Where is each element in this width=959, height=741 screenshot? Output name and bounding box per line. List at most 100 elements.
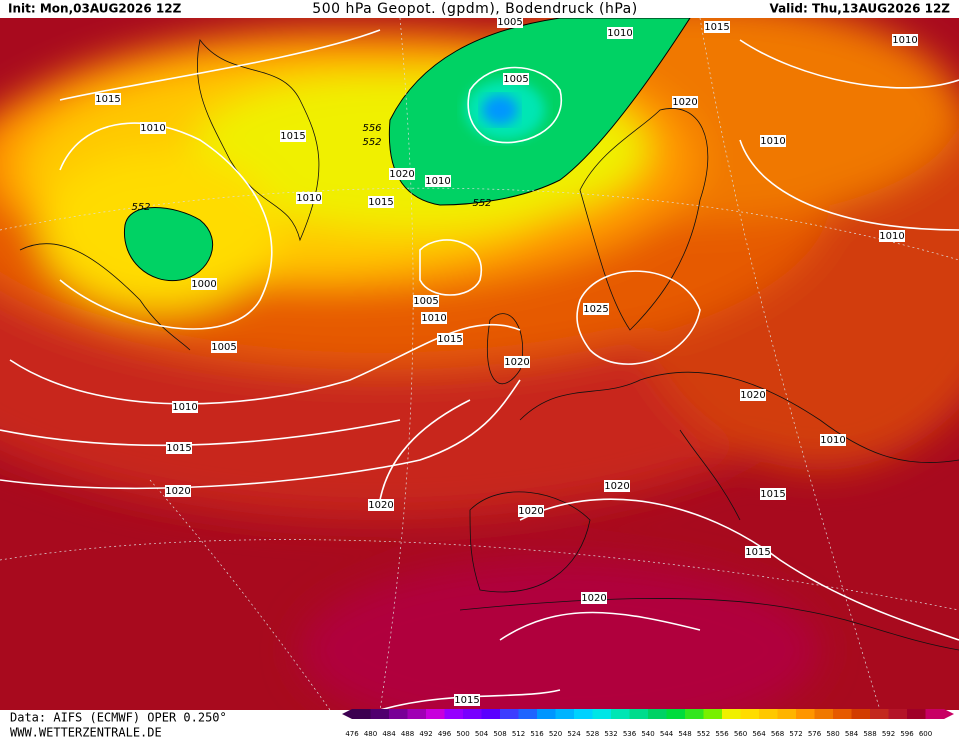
isobar-label-box [581, 592, 607, 604]
isobar-label: 1015 [95, 94, 120, 105]
colorbar-label: 480 [364, 730, 377, 738]
isobar-label: 1010 [879, 231, 904, 242]
isobars [0, 29, 959, 710]
colorbar-label: 484 [382, 730, 396, 738]
coastlines [19, 39, 959, 651]
colorbar-label: 592 [882, 730, 895, 738]
geopotential-label: 552 [362, 137, 381, 148]
isobar-label: 1020 [740, 390, 765, 401]
isobar-label: 1015 [704, 22, 729, 33]
colorbar-swatch [370, 709, 390, 719]
isobar-label-box [892, 34, 918, 46]
colorbar-swatch [814, 709, 834, 719]
isobar-label-box [497, 16, 523, 28]
colorbar-label: 492 [419, 730, 432, 738]
isobar-label-box [607, 27, 633, 39]
colorbar-swatch [870, 709, 889, 719]
colorbar-swatch [463, 709, 482, 719]
isobar-label-box [389, 168, 415, 180]
isobar-label: 1015 [280, 131, 305, 142]
colorbar-swatch [648, 709, 667, 719]
isobar-label-box [740, 389, 766, 401]
geopotential-label: 556 [362, 123, 381, 134]
colorbar-label: 544 [660, 730, 674, 738]
colorbar-swatch [888, 709, 908, 719]
colorbar-swatch [703, 709, 723, 719]
header-bar [0, 0, 959, 18]
colorbar-swatch [685, 709, 704, 719]
isobar-label: 1025 [583, 304, 608, 315]
colorbar-swatch [592, 709, 612, 719]
isobar-label: 1015 [454, 695, 479, 706]
colorbar-label: 556 [715, 730, 729, 738]
isobar-label: 1020 [518, 506, 543, 517]
colorbar-swatch [444, 709, 464, 719]
colorbar-label: 584 [845, 730, 859, 738]
colorbar-swatch [777, 709, 797, 719]
isobar-label-box [421, 312, 447, 324]
isobar-label-box [165, 485, 191, 497]
isobar-label-box [504, 356, 530, 368]
isobar-label-box [672, 96, 698, 108]
colorbar-swatch [481, 709, 501, 719]
colorbar-swatch [352, 709, 371, 719]
isobar-label-box [760, 135, 786, 147]
colorbar-label: 580 [826, 730, 839, 738]
isobar-label: 1015 [437, 334, 462, 345]
isobar-label-box [172, 401, 198, 413]
colorbar-label: 576 [808, 730, 822, 738]
colorbar-label: 516 [530, 730, 544, 738]
isobar-label: 1005 [503, 74, 528, 85]
colorbar-swatch [907, 709, 926, 719]
colorbar-swatch [851, 709, 871, 719]
colorbar-label: 512 [512, 730, 525, 738]
isobar-label: 1005 [497, 17, 522, 28]
colorbar-swatch [389, 709, 408, 719]
isobar-label: 1020 [672, 97, 697, 108]
map-title: 500 hPa Geopot. (gpdm), Bodendruck (hPa) [312, 1, 637, 17]
colorbar-swatch [574, 709, 593, 719]
isobar-label-box [413, 295, 439, 307]
isobar-label-box [368, 196, 394, 208]
colorbar-swatch [518, 709, 538, 719]
contour-labels: 1005 1010 1015 1010 1015 1010 1005 1020 1015 1010… [95, 16, 918, 706]
isobar-label: 1020 [368, 500, 393, 511]
colorbar-label: 540 [641, 730, 654, 738]
isobar-label: 1010 [892, 35, 917, 46]
init-time: Init: Mon,03AUG2026 12Z [8, 2, 182, 16]
colorbar-swatch [500, 709, 519, 719]
colorbar-label: 600 [919, 730, 932, 738]
isobar-label-box [760, 488, 786, 500]
isobar-label-box [191, 278, 217, 290]
isobar-label-box [368, 499, 394, 511]
isobar-label: 1010 [760, 136, 785, 147]
isobar-label: 1005 [211, 342, 236, 353]
isobar-label: 1020 [581, 593, 606, 604]
valid-time: Valid: Thu,13AUG2026 12Z [769, 2, 950, 16]
colorbar-swatch [555, 709, 575, 719]
isobar-label-box [211, 341, 237, 353]
isobar-label-box [425, 175, 451, 187]
colorbar-swatch [666, 709, 686, 719]
colorbar-label: 476 [345, 730, 359, 738]
colorbar-label: 568 [771, 730, 784, 738]
colorbar-swatch [407, 709, 427, 719]
isobar-label-box [583, 303, 609, 315]
colorbar-swatch [629, 709, 649, 719]
isobar-label: 1000 [191, 279, 216, 290]
colorbar-label: 536 [623, 730, 637, 738]
isobar-label: 1015 [745, 547, 770, 558]
colorbar-swatch [722, 709, 741, 719]
isobar-label-box [437, 333, 463, 345]
isobar-label: 1010 [172, 402, 197, 413]
colorbar-label: 564 [752, 730, 766, 738]
isobar-label: 1010 [607, 28, 632, 39]
colorbar-swatch [925, 709, 945, 719]
colorbar-label: 552 [697, 730, 710, 738]
isobar-label: 1010 [296, 193, 321, 204]
colorbar-swatch [611, 709, 630, 719]
colorbar-label: 504 [475, 730, 489, 738]
